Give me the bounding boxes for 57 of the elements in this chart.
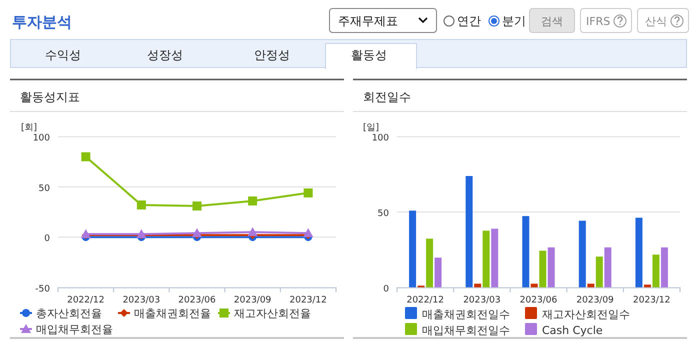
point [81,152,90,162]
chart-title: 활동성지표 [20,90,80,104]
point [248,196,258,206]
x-tick-label: 2023/09 [576,295,614,306]
legend-label: 매입채무회전율 [36,323,113,336]
bar [491,228,498,288]
bar [596,256,603,288]
x-tick-label: 2023/06 [178,295,216,306]
bar [434,258,442,288]
x-tick-label: 2023/12 [633,295,670,306]
y-axis-title: [회] [21,123,38,133]
bar [660,247,668,288]
x-tick-label: 2023/03 [122,295,160,306]
point [192,228,202,238]
y-tick-label: -50 [35,284,50,294]
y-tick-label: 50 [38,184,50,194]
bar [539,250,546,288]
legend-label: 재고자산회전일수 [542,308,630,321]
y-tick-label: 50 [378,209,390,219]
chart-title: 회전일수 [363,90,411,104]
page-controls: 투자분석 주재무제표 연간 분기 검색 IFRS 산식 수익성 성장성 안정성 활동성 [10,8,689,69]
bar [635,218,642,288]
bar [426,238,434,288]
point [303,228,314,238]
legend-label: 재고자산회전율 [234,307,311,320]
bar [604,247,612,288]
bar [409,210,416,288]
bar [644,284,651,288]
x-tick-label: 2023/03 [463,295,501,306]
bar [482,230,490,288]
y-tick-label: 100 [372,134,390,144]
legend-label: 총자산회전율 [36,307,102,320]
point [304,188,313,198]
legend-label: Cash Cycle [542,324,603,337]
point [136,200,146,210]
legend-label: 매입채무회전일수 [422,324,510,337]
legend-label: 매출채권회전율 [134,307,211,320]
point [192,201,202,210]
y-tick-label: 100 [32,134,50,144]
x-tick-label: 2023/09 [234,295,272,306]
x-tick-label: 2022/12 [406,295,444,306]
x-tick-label: 2022/12 [67,295,104,306]
y-axis-title: [일] [363,123,380,133]
bar [652,254,660,288]
bar [466,176,473,288]
y-tick-label: 0 [383,284,390,294]
bar [530,284,538,288]
y-tick-label: 0 [44,234,50,244]
bar [548,247,555,288]
bar [578,220,586,288]
bar [522,216,530,288]
x-tick-label: 2023/06 [520,295,558,306]
bar [587,284,594,288]
x-tick-label: 2023/12 [290,295,327,306]
legend-label: 매출채권회전일수 [422,308,510,321]
point [248,227,258,236]
bar [474,284,482,288]
